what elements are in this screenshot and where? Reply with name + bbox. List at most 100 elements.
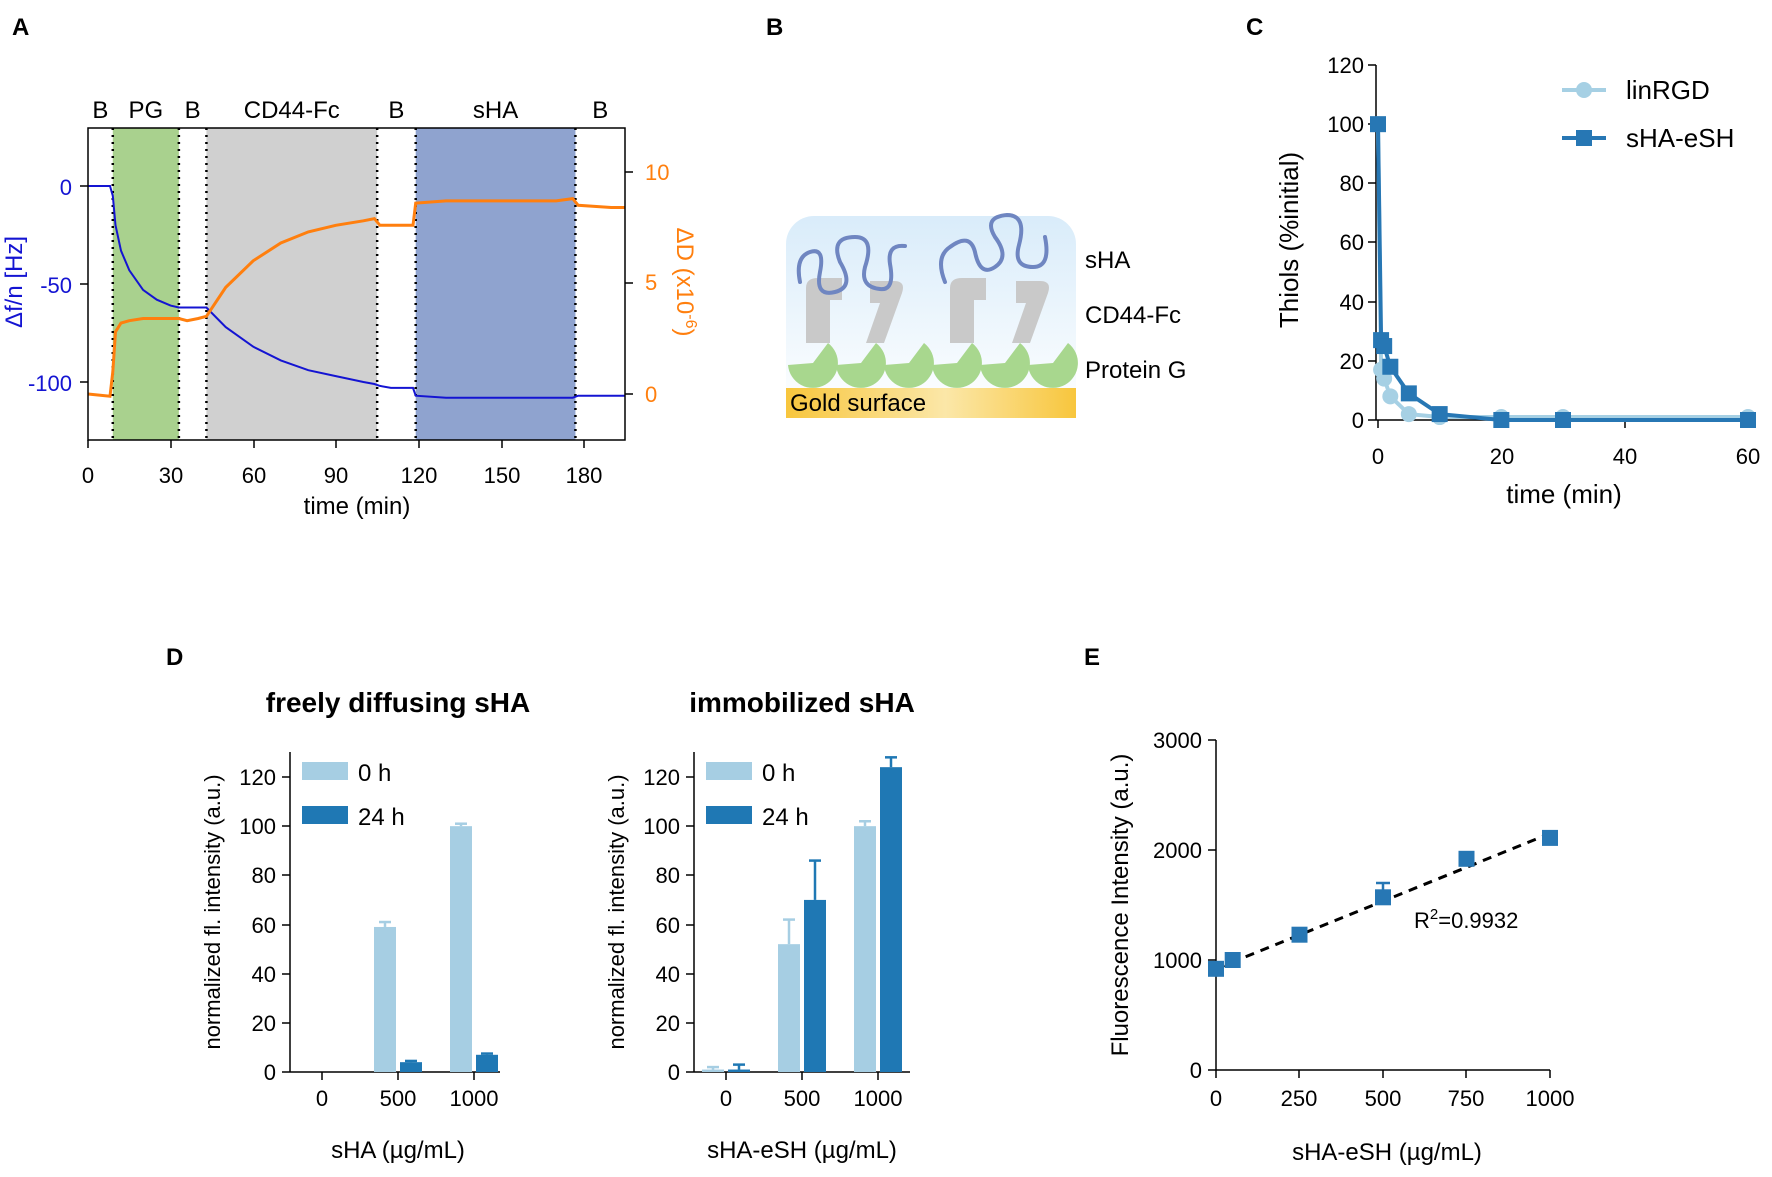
x-tick-label: 60: [242, 463, 266, 488]
cd44-fc-layer: [806, 278, 1049, 343]
layer-label-sha: sHA: [1085, 247, 1130, 274]
y-tick-label: 100: [643, 814, 680, 839]
phase-band: [112, 128, 179, 440]
protein-g-shape: [836, 343, 886, 388]
data-point: [1542, 829, 1558, 846]
x-tick-label: 500: [1365, 1086, 1402, 1111]
protein-g-shape: [884, 343, 934, 388]
r-squared-annotation: R2=0.9932: [1414, 906, 1518, 933]
legend: linRGD sHA-eSH: [1562, 75, 1734, 153]
phase-label: PG: [128, 97, 163, 124]
bar-24h: [804, 899, 826, 1072]
y-left-ticks: 0 -50 -100: [28, 175, 88, 396]
panel-e: E 0 1000 2000 3000 0 250 500 750 1000 sH…: [1084, 644, 1574, 1166]
y-ticks: 0 20 40 60 80 100 120: [1327, 53, 1376, 433]
qcmd-traces: [87, 185, 625, 399]
y-tick-label: 60: [656, 913, 680, 938]
thiol-series: [1370, 116, 1756, 428]
protein-g-shape: [980, 343, 1030, 388]
panel-a-label: A: [12, 14, 29, 41]
data-point: [1208, 960, 1224, 977]
y-right-axis-title: ΔD (x10-6): [671, 228, 699, 337]
y-ticks: 0 1000 2000 3000: [1153, 728, 1216, 1083]
x-tick-label: 500: [380, 1086, 417, 1111]
x-axis-ticks: 0 30 60 90 120 150 180: [82, 440, 602, 488]
cd44-fc-shape: [866, 281, 903, 343]
legend-label-sha-esh: sHA-eSH: [1626, 123, 1734, 153]
legend-marker-linrgd: [1576, 82, 1592, 98]
x-ticks-right: 0 500 1000: [720, 1072, 902, 1111]
bar-24h: [476, 1054, 498, 1072]
gold-surface: [786, 388, 1076, 418]
data-point: [1375, 889, 1391, 906]
x-tick-label: 90: [324, 463, 348, 488]
y-tick-label: 80: [656, 863, 680, 888]
panel-b: B Gold surface: [766, 14, 1186, 418]
data-point: [1458, 850, 1475, 867]
y-tick-label: 120: [643, 765, 680, 790]
y-tick-label: 20: [252, 1011, 276, 1036]
legend-label-24h: 24 h: [358, 804, 405, 831]
layer-label-protein-g: Protein G: [1085, 357, 1186, 384]
y-tick-label: 2000: [1153, 838, 1202, 863]
phase-label: B: [92, 97, 108, 124]
legend-label-24h: 24 h: [762, 804, 809, 831]
data-point: [1493, 412, 1510, 428]
bar-0h: [702, 1069, 724, 1072]
panel-c: C 0 20 40 60 80 100 120 0 20 40 60: [1246, 14, 1760, 509]
x-tick-label: 500: [784, 1086, 821, 1111]
y-tick-label: 60: [1340, 230, 1364, 255]
legend-swatch-24h: [706, 806, 752, 824]
data-point: [1555, 412, 1571, 428]
x-tick-label: 0: [82, 463, 94, 488]
y-right-tick-label: 5: [645, 270, 657, 295]
y-tick-label: 0: [668, 1060, 680, 1085]
sha-chains: [796, 212, 1049, 295]
y-tick-label: 80: [1340, 171, 1364, 196]
data-point: [1400, 406, 1417, 423]
x-tick-label: 0: [1210, 1086, 1222, 1111]
x-tick-label: 0: [316, 1086, 328, 1111]
y-left-tick-label: 0: [60, 175, 72, 200]
protein-g-layer: [788, 343, 1078, 388]
y-tick-label: 40: [1340, 290, 1364, 315]
x-ticks: 0 20 40 60: [1372, 420, 1760, 469]
y-left-tick-label: -100: [28, 371, 72, 396]
phase-backgrounds: [111, 128, 577, 440]
x-tick-label: 0: [720, 1086, 732, 1111]
data-point: [1376, 338, 1393, 355]
x-tick-label: 750: [1448, 1086, 1485, 1111]
cd44-fc-shape: [1012, 281, 1049, 343]
y-axis-title-left: normalized fl. intensity (a.u.): [200, 774, 225, 1049]
x-tick-label: 30: [159, 463, 183, 488]
y-tick-label: 100: [239, 814, 276, 839]
panel-d: D freely diffusing sHA immobilized sHA 0…: [166, 644, 915, 1164]
y-ticks-left: 0 20 40 60 80 100 120: [239, 765, 290, 1085]
y-tick-label: 100: [1327, 112, 1364, 137]
bars-freely: [374, 822, 498, 1072]
y-right-tick-label: 10: [645, 160, 669, 185]
x-tick-label: 1000: [1526, 1086, 1575, 1111]
data-point: [1400, 385, 1417, 402]
x-axis-title: time (min): [1506, 479, 1622, 509]
y-tick-label: 0: [264, 1060, 276, 1085]
data-point: [1291, 926, 1308, 943]
x-tick-label: 1000: [450, 1086, 499, 1111]
y-tick-label: 0: [1352, 408, 1364, 433]
y-tick-label: 120: [239, 765, 276, 790]
bar-24h: [880, 767, 902, 1072]
x-axis-title: sHA-eSH (µg/mL): [1292, 1139, 1482, 1166]
y-tick-label: 1000: [1153, 948, 1202, 973]
panel-b-label: B: [766, 14, 783, 41]
y-tick-label: 80: [252, 863, 276, 888]
x-tick-label: 0: [1372, 444, 1384, 469]
sha-chain-shape: [796, 234, 907, 295]
x-tick-label: 60: [1736, 444, 1760, 469]
data-point: [1382, 388, 1399, 405]
series-line-frequency: [88, 185, 625, 399]
y-tick-label: 40: [656, 962, 680, 987]
series-line-linRGD: [1376, 124, 1748, 419]
bar-0h: [450, 826, 472, 1072]
